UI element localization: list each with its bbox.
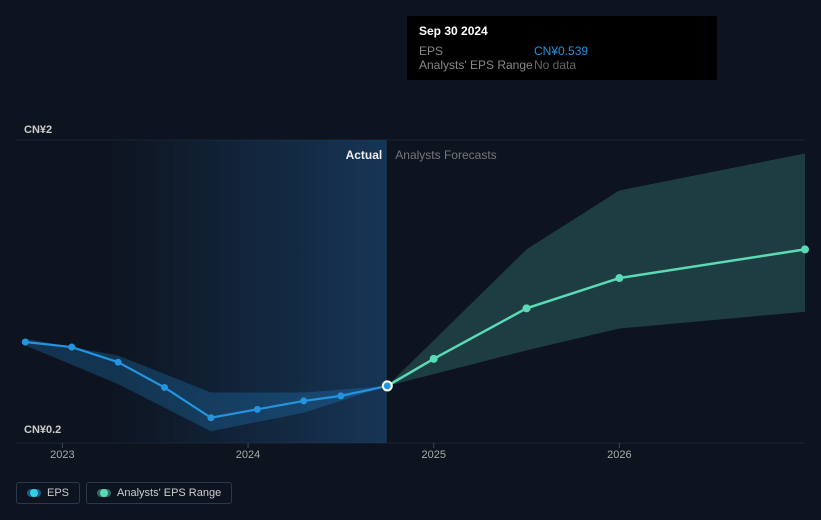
tooltip-row-eps: EPS CN¥0.539	[419, 44, 705, 58]
tooltip-row-range: Analysts' EPS Range No data	[419, 58, 705, 72]
x-axis-label: 2024	[236, 449, 260, 461]
legend-label: Analysts' EPS Range	[117, 487, 221, 499]
legend-item-eps[interactable]: EPS	[16, 482, 80, 504]
x-axis-label: 2023	[50, 449, 74, 461]
tooltip-date: Sep 30 2024	[419, 24, 705, 38]
legend-swatch-icon	[97, 489, 111, 497]
x-axis-label: 2025	[421, 449, 445, 461]
tooltip-label: EPS	[419, 44, 534, 58]
x-axis-label: 2026	[607, 449, 631, 461]
region-label-forecast: Analysts Forecasts	[395, 148, 496, 162]
y-axis-label-top: CN¥2	[24, 124, 52, 136]
chart-tooltip: Sep 30 2024 EPS CN¥0.539 Analysts' EPS R…	[407, 16, 717, 80]
region-label-actual: Actual	[327, 148, 382, 162]
chart-legend: EPS Analysts' EPS Range	[16, 482, 232, 504]
tooltip-label: Analysts' EPS Range	[419, 58, 534, 72]
tooltip-value-nodata: No data	[534, 58, 576, 72]
eps-chart: CN¥2 CN¥0.2 Actual Analysts Forecasts 20…	[0, 0, 821, 520]
y-axis-label-bottom: CN¥0.2	[24, 424, 61, 436]
legend-item-range[interactable]: Analysts' EPS Range	[86, 482, 232, 504]
legend-swatch-icon	[27, 489, 41, 497]
tooltip-value-eps: CN¥0.539	[534, 44, 588, 58]
legend-label: EPS	[47, 487, 69, 499]
